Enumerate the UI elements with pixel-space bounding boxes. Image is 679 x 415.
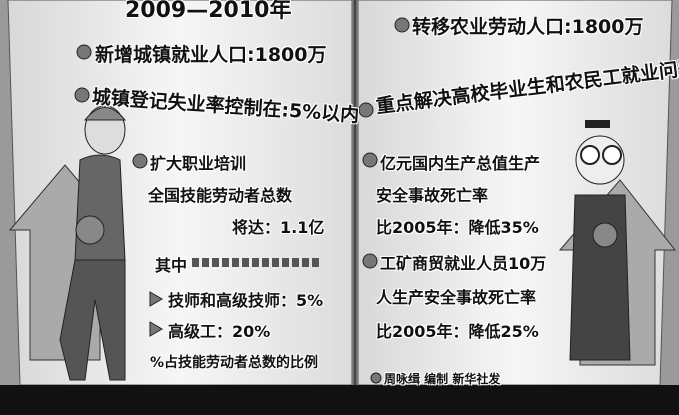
note: %占技能劳动者总数的比例 (150, 352, 318, 372)
text-line: 将达：1.1亿 (232, 214, 324, 238)
infographic: 2009—2010年 新增城镇就业人口:1800万 城镇登记失业率控制在:5%以… (0, 0, 679, 415)
headline: 转移农业劳动人口:1800万 (412, 12, 643, 39)
title: 2009—2010年 (125, 0, 291, 24)
list-item: 技师和高级技师：5% (168, 287, 323, 311)
text-line: 亿元国内生产总值生产 (380, 150, 540, 174)
text-line: 全国技能劳动者总数 (148, 182, 292, 206)
credit: 周咏缉 编制 新华社发 (384, 370, 500, 387)
headline: 新增城镇就业人口:1800万 (95, 40, 326, 67)
list-item: 高级工：20% (168, 318, 270, 342)
text-line: 其中 (155, 252, 187, 276)
text-line: 比2005年：降低25% (376, 318, 539, 342)
section-heading: 扩大职业培训 (150, 150, 246, 174)
text-line: 工矿商贸就业人员10万 (380, 250, 546, 274)
text-line: 比2005年：降低35% (376, 214, 539, 238)
text-line: 人生产安全事故死亡率 (376, 284, 536, 308)
text-line: 安全事故死亡率 (376, 182, 488, 206)
